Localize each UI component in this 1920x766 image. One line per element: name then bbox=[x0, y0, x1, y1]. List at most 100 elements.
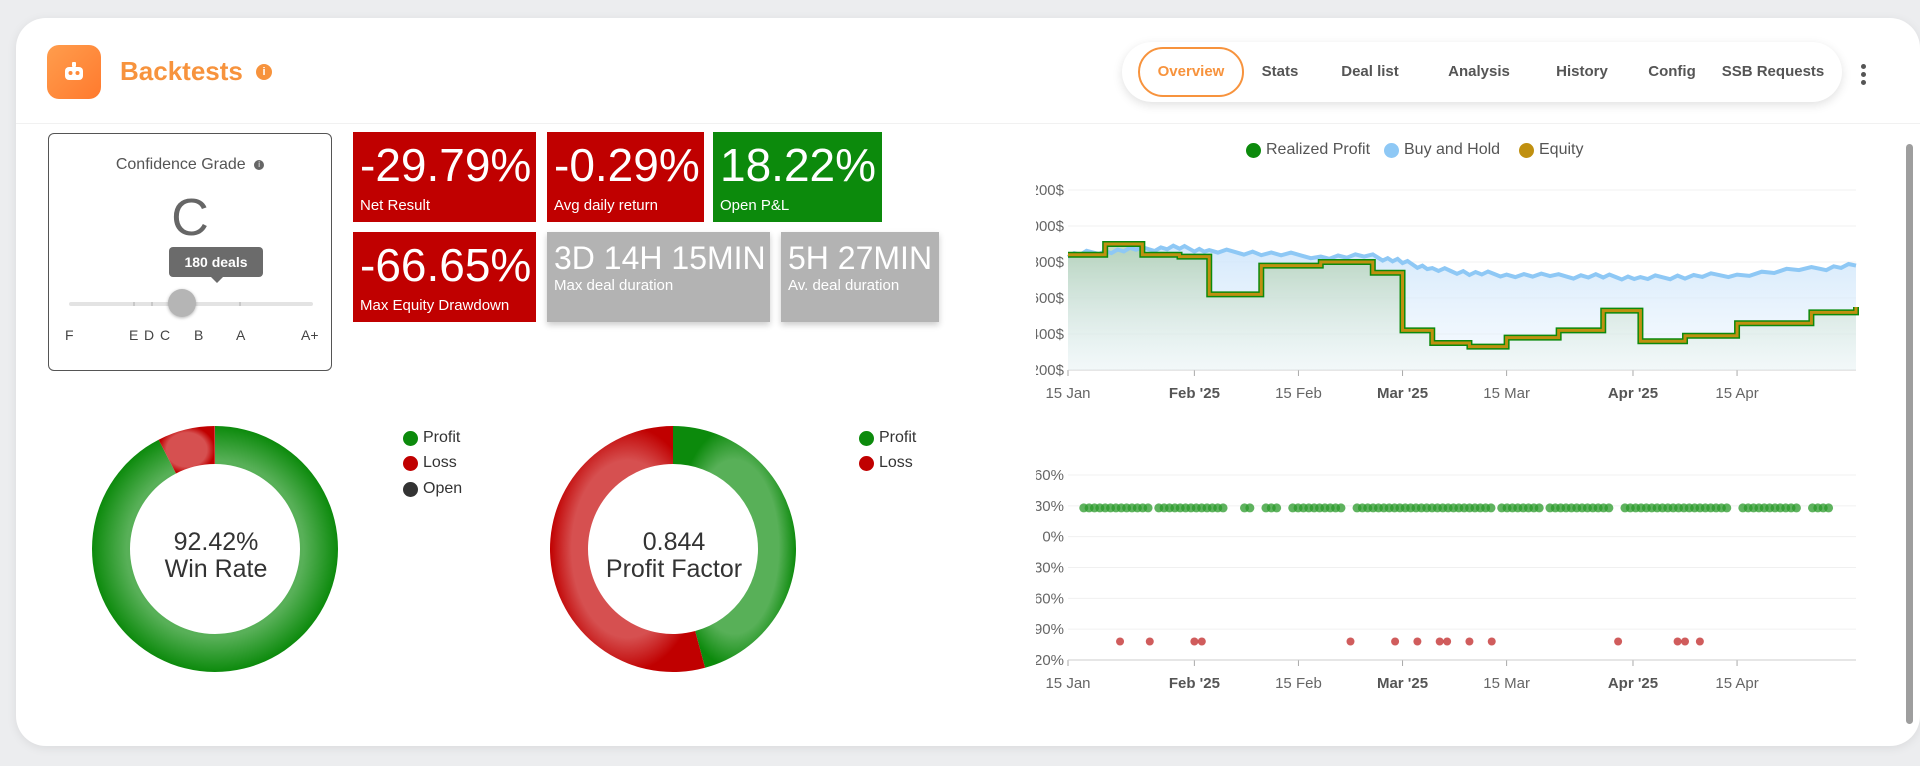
confidence-grade-label: Confidence Grade i bbox=[49, 156, 331, 174]
y-tick-label: -60% bbox=[1036, 590, 1064, 607]
loss-point[interactable] bbox=[1487, 637, 1496, 646]
max-deal-duration-value: 3D 14H 15MIN bbox=[554, 240, 766, 276]
avg-deal-duration-label: Av. deal duration bbox=[788, 277, 900, 294]
grade-letter: C bbox=[171, 189, 209, 247]
y-tick-label: 30% bbox=[1036, 498, 1064, 515]
loss-point[interactable] bbox=[1465, 637, 1474, 646]
more-menu-icon[interactable] bbox=[1861, 64, 1867, 86]
info-icon[interactable]: i bbox=[254, 159, 265, 170]
loss-dot bbox=[859, 456, 874, 471]
loss-point[interactable] bbox=[1443, 637, 1452, 646]
grade-tick: F bbox=[65, 327, 74, 343]
confidence-grade-card: Confidence Grade i C 180 deals F E D C B… bbox=[48, 133, 332, 371]
y-tick-label: 600$ bbox=[1036, 290, 1065, 307]
grade-slider-thumb[interactable] bbox=[168, 289, 196, 317]
y-tick-label: -30% bbox=[1036, 560, 1064, 577]
win-slice[interactable] bbox=[92, 426, 338, 672]
page-title: Backtests bbox=[120, 56, 243, 86]
x-tick-label: 15 Mar bbox=[1483, 675, 1530, 692]
profit-point[interactable] bbox=[1218, 503, 1228, 513]
y-tick-label: 1200$ bbox=[1036, 182, 1065, 199]
win-rate-value: 92.42% bbox=[173, 528, 259, 556]
win-rate-donut bbox=[92, 426, 338, 672]
x-tick-label: Feb '25 bbox=[1169, 675, 1220, 692]
loss-point[interactable] bbox=[1391, 637, 1400, 646]
bot-logo bbox=[47, 45, 101, 99]
max-drawdown-value: -66.65% bbox=[360, 239, 532, 291]
info-icon[interactable]: i bbox=[256, 64, 272, 80]
profit-factor-center: 0.844 Profit Factor bbox=[594, 529, 754, 583]
max-drawdown-label: Max Equity Drawdown bbox=[360, 297, 510, 314]
open-pnl-tile: 18.22% Open P&L bbox=[713, 132, 882, 222]
max-drawdown-tile: -66.65% Max Equity Drawdown bbox=[353, 232, 536, 322]
x-tick-label: 15 Apr bbox=[1715, 385, 1758, 402]
grade-tick: A bbox=[236, 327, 246, 343]
open-pnl-value: 18.22% bbox=[720, 139, 877, 191]
open-pnl-label: Open P&L bbox=[720, 197, 790, 214]
tab-deal-list[interactable]: Deal list bbox=[1341, 63, 1399, 80]
legend-open[interactable]: Open bbox=[403, 480, 462, 498]
tab-overview[interactable]: Overview bbox=[1138, 47, 1244, 97]
equity-chart: 1200$ 1000$ 800$ 600$ 400$ 200$ 15 Jan Feb '25 1… bbox=[1036, 182, 1859, 402]
loss-point[interactable] bbox=[1116, 637, 1125, 646]
buy-and-hold-dot bbox=[1384, 143, 1399, 158]
loss-slice[interactable] bbox=[550, 426, 706, 672]
profit-point[interactable] bbox=[1791, 503, 1801, 513]
loss-point[interactable] bbox=[1197, 637, 1206, 646]
net-result-value: -29.79% bbox=[360, 139, 532, 191]
legend-profit[interactable]: Profit bbox=[859, 429, 916, 447]
legend-equity[interactable]: Equity bbox=[1519, 141, 1583, 159]
scrollbar-thumb[interactable] bbox=[1906, 144, 1913, 724]
robot-icon bbox=[65, 62, 83, 80]
slider-tick bbox=[239, 302, 241, 306]
loss-point[interactable] bbox=[1346, 637, 1355, 646]
loss-point[interactable] bbox=[1145, 637, 1154, 646]
tab-bar: Overview Stats Deal list Analysis Histor… bbox=[1122, 42, 1842, 102]
grade-tick: A+ bbox=[301, 327, 319, 343]
profit-slice[interactable] bbox=[673, 426, 796, 668]
loss-point[interactable] bbox=[1435, 637, 1444, 646]
tab-history[interactable]: History bbox=[1556, 63, 1608, 80]
legend-loss[interactable]: Loss bbox=[403, 454, 457, 472]
profit-point[interactable] bbox=[1722, 503, 1732, 513]
scrollbar[interactable] bbox=[1904, 144, 1914, 744]
profit-point[interactable] bbox=[1534, 503, 1544, 513]
profit-point[interactable] bbox=[1604, 503, 1614, 513]
grade-tick: C bbox=[160, 327, 171, 343]
loss-point[interactable] bbox=[1614, 637, 1623, 646]
profit-point[interactable] bbox=[1336, 503, 1346, 513]
legend-profit[interactable]: Profit bbox=[403, 429, 460, 447]
loss-point[interactable] bbox=[1413, 637, 1422, 646]
tab-stats[interactable]: Stats bbox=[1261, 63, 1299, 80]
equity-area bbox=[1068, 244, 1856, 370]
loss-point[interactable] bbox=[1681, 637, 1690, 646]
tab-analysis[interactable]: Analysis bbox=[1448, 63, 1510, 80]
equity-line[interactable] bbox=[1068, 242, 1858, 349]
profit-point[interactable] bbox=[1824, 503, 1834, 513]
loss-slice[interactable] bbox=[158, 426, 215, 474]
loss-point[interactable] bbox=[1695, 637, 1704, 646]
grade-tick: B bbox=[194, 327, 204, 343]
profit-point[interactable] bbox=[1143, 503, 1153, 513]
loss-point[interactable] bbox=[1190, 637, 1199, 646]
tab-ssb-requests[interactable]: SSB Requests bbox=[1721, 63, 1825, 80]
profit-point[interactable] bbox=[1486, 503, 1496, 513]
open-dot bbox=[403, 482, 418, 497]
buy-and-hold-line[interactable] bbox=[1066, 243, 1857, 282]
legend-loss[interactable]: Loss bbox=[859, 454, 913, 472]
legend-buy-and-hold[interactable]: Buy and Hold bbox=[1384, 141, 1500, 159]
tab-config[interactable]: Config bbox=[1648, 63, 1696, 80]
loss-dot bbox=[403, 456, 418, 471]
x-tick-label: 15 Jan bbox=[1045, 675, 1090, 692]
legend-realized-profit[interactable]: Realized Profit bbox=[1246, 141, 1370, 159]
loss-point[interactable] bbox=[1673, 637, 1682, 646]
net-result-label: Net Result bbox=[360, 197, 431, 214]
y-tick-label: -90% bbox=[1036, 621, 1064, 638]
profit-point[interactable] bbox=[1245, 503, 1255, 513]
avg-daily-return-value: -0.29% bbox=[554, 139, 700, 191]
profit-point[interactable] bbox=[1272, 503, 1282, 513]
y-tick-label: -120% bbox=[1036, 652, 1064, 669]
slider-tick bbox=[151, 302, 153, 306]
profit-dot bbox=[859, 431, 874, 446]
grade-tick: D bbox=[144, 327, 155, 343]
